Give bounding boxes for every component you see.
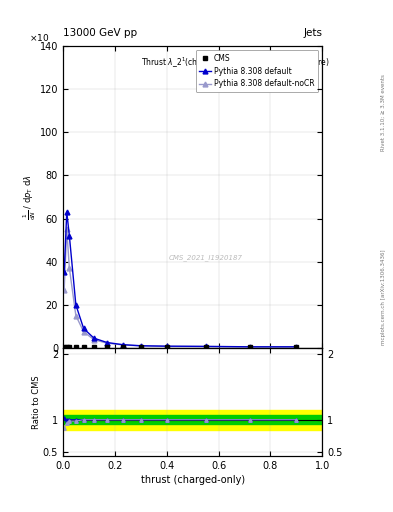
Pythia 8.308 default-noCR <box>92 336 96 343</box>
CMS <box>81 344 86 350</box>
Pythia 8.308 default <box>67 233 72 239</box>
Pythia 8.308 default-noCR <box>247 344 252 350</box>
X-axis label: thrust (charged-only): thrust (charged-only) <box>141 475 244 485</box>
Pythia 8.308 default-noCR <box>120 342 125 348</box>
CMS <box>138 344 143 350</box>
Pythia 8.308 default <box>138 343 143 349</box>
Text: Rivet 3.1.10; ≥ 3.3M events: Rivet 3.1.10; ≥ 3.3M events <box>381 74 386 151</box>
CMS <box>92 344 96 350</box>
Pythia 8.308 default <box>164 343 169 349</box>
Pythia 8.308 default <box>247 344 252 350</box>
Bar <box>63 410 322 430</box>
Pythia 8.308 default <box>73 302 78 308</box>
CMS <box>203 344 208 350</box>
Pythia 8.308 default <box>62 269 66 275</box>
Pythia 8.308 default-noCR <box>138 343 143 349</box>
Text: 13000 GeV pp: 13000 GeV pp <box>63 28 137 38</box>
Y-axis label: $\frac{1}{\mathrm{d}N}$ / $\mathrm{d}p_\mathrm{T}$ $\mathrm{d}\lambda$: $\frac{1}{\mathrm{d}N}$ / $\mathrm{d}p_\… <box>22 174 38 220</box>
Pythia 8.308 default <box>81 326 86 332</box>
CMS <box>164 344 169 350</box>
CMS <box>73 344 78 350</box>
Pythia 8.308 default-noCR <box>105 340 109 346</box>
Pythia 8.308 default-noCR <box>67 265 72 271</box>
Pythia 8.308 default <box>294 344 299 350</box>
CMS <box>67 344 72 350</box>
Line: Pythia 8.308 default: Pythia 8.308 default <box>62 209 299 349</box>
Text: mcplots.cern.ch [arXiv:1306.3436]: mcplots.cern.ch [arXiv:1306.3436] <box>381 249 386 345</box>
Pythia 8.308 default <box>203 344 208 350</box>
Pythia 8.308 default-noCR <box>62 287 66 293</box>
Pythia 8.308 default <box>64 209 69 215</box>
Pythia 8.308 default <box>92 335 96 342</box>
Pythia 8.308 default-noCR <box>164 344 169 350</box>
Pythia 8.308 default-noCR <box>81 329 86 335</box>
Pythia 8.308 default <box>105 339 109 346</box>
Text: $\times 10$: $\times 10$ <box>29 32 50 43</box>
Pythia 8.308 default-noCR <box>203 344 208 350</box>
Line: Pythia 8.308 default-noCR: Pythia 8.308 default-noCR <box>62 227 299 349</box>
Pythia 8.308 default-noCR <box>64 226 69 232</box>
CMS <box>62 344 66 350</box>
CMS <box>64 344 69 350</box>
CMS <box>294 344 299 350</box>
CMS <box>247 344 252 350</box>
Bar <box>63 415 322 424</box>
Legend: CMS, Pythia 8.308 default, Pythia 8.308 default-noCR: CMS, Pythia 8.308 default, Pythia 8.308 … <box>196 50 318 92</box>
Pythia 8.308 default-noCR <box>73 312 78 318</box>
Text: Thrust $\lambda$_2$^1$(charged only) (CMS jet substructure): Thrust $\lambda$_2$^1$(charged only) (CM… <box>141 55 330 70</box>
Y-axis label: Ratio to CMS: Ratio to CMS <box>32 375 41 429</box>
CMS <box>120 344 125 350</box>
Text: Jets: Jets <box>303 28 322 38</box>
CMS <box>105 344 109 350</box>
Pythia 8.308 default-noCR <box>294 344 299 350</box>
Pythia 8.308 default <box>120 342 125 348</box>
Line: CMS: CMS <box>62 345 298 349</box>
Text: CMS_2021_I1920187: CMS_2021_I1920187 <box>169 254 242 261</box>
